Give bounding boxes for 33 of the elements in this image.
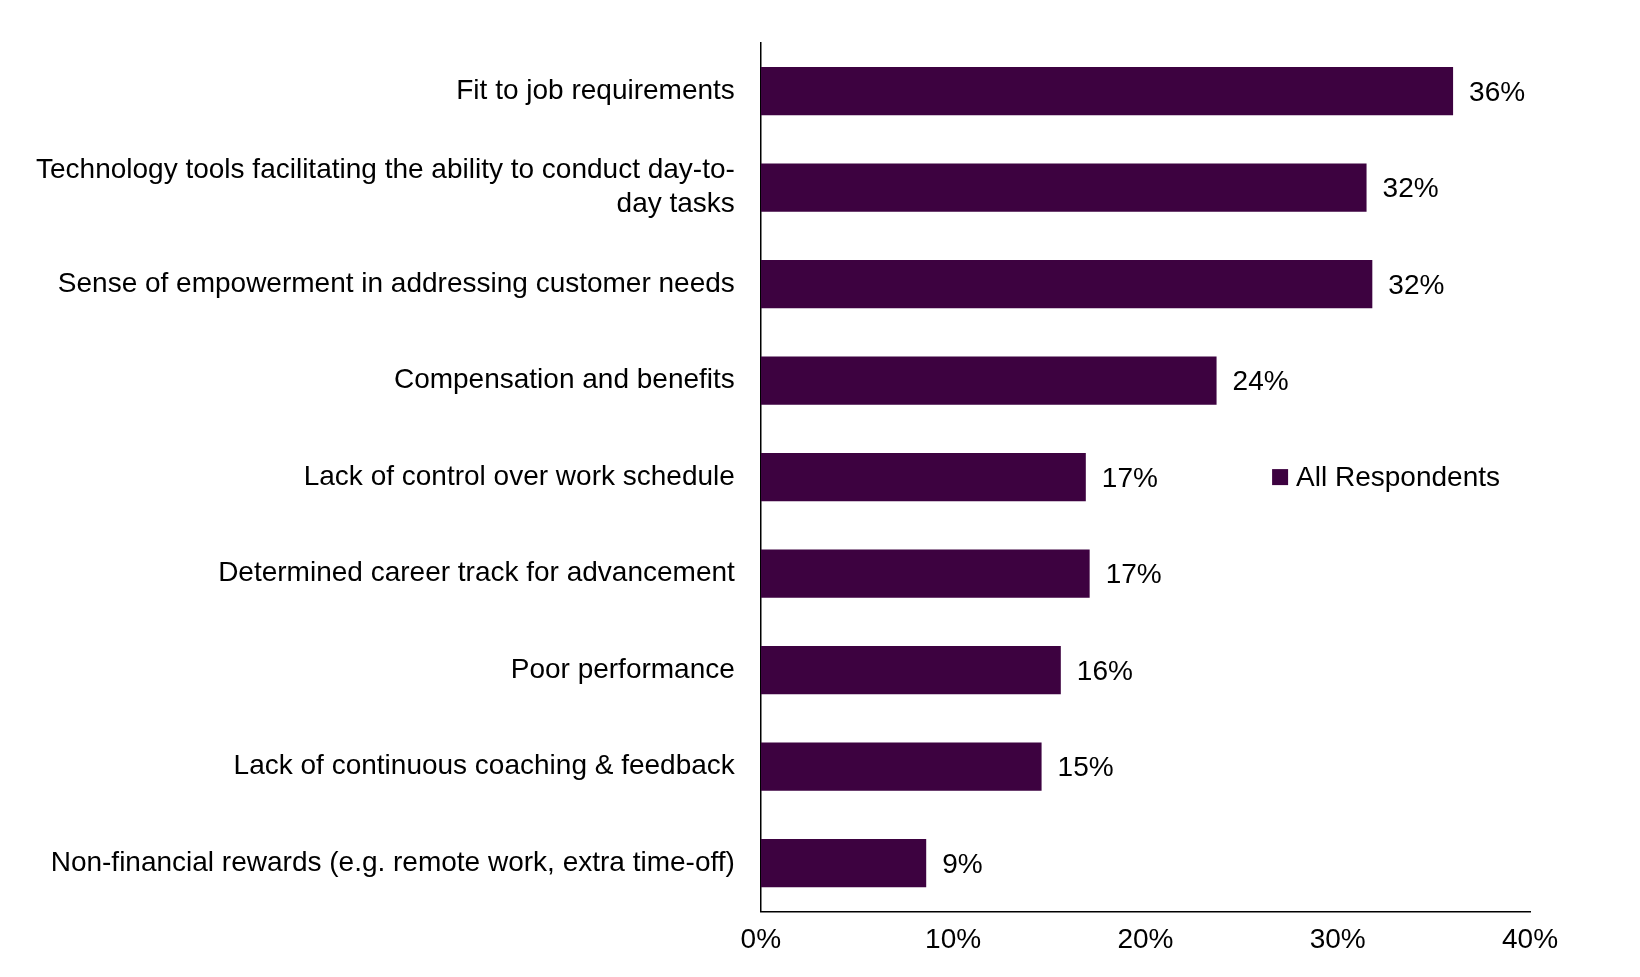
data-label: 24% [1232, 365, 1289, 397]
data-label: 36% [1469, 75, 1526, 107]
x-tick-label: 40% [1501, 922, 1559, 954]
bar [760, 839, 927, 888]
data-label: 9% [942, 847, 983, 879]
bar [760, 645, 1061, 695]
data-label: 17% [1101, 461, 1158, 493]
y-tick-label: Technology tools facilitating the ability to conduct day-to-day tasks [35, 153, 735, 219]
y-tick-label: Determined career track for advancement [218, 556, 736, 588]
legend-label: All Respondents [1296, 460, 1500, 492]
data-label: 32% [1388, 268, 1445, 300]
bar [760, 356, 1217, 405]
bar [760, 66, 1454, 116]
y-tick-label: Poor performance [510, 652, 735, 684]
x-tick-label: 30% [1309, 922, 1366, 954]
y-tick-label: Fit to job requirements [456, 73, 735, 105]
bar [760, 742, 1042, 791]
x-tick-label: 10% [925, 922, 982, 954]
y-tick-label: Lack of control over work schedule [303, 459, 735, 491]
y-tick-label: Sense of empowerment in addressing customer needs [57, 266, 735, 298]
bar [760, 549, 1090, 598]
y-tick-label: Non-financial rewards (e.g. remote work, extra time-off) [50, 845, 735, 877]
bar [760, 452, 1086, 502]
x-tick-label: 0% [740, 922, 782, 954]
x-tick-label: 20% [1117, 922, 1174, 954]
data-label: 16% [1076, 654, 1133, 686]
data-label: 32% [1382, 172, 1439, 204]
y-tick-label: Lack of continuous coaching & feedback [233, 749, 736, 781]
y-tick-label: Compensation and benefits [393, 363, 735, 395]
data-label: 17% [1105, 558, 1162, 590]
data-label: 15% [1057, 751, 1114, 783]
bar [760, 259, 1373, 309]
bar [760, 163, 1367, 212]
